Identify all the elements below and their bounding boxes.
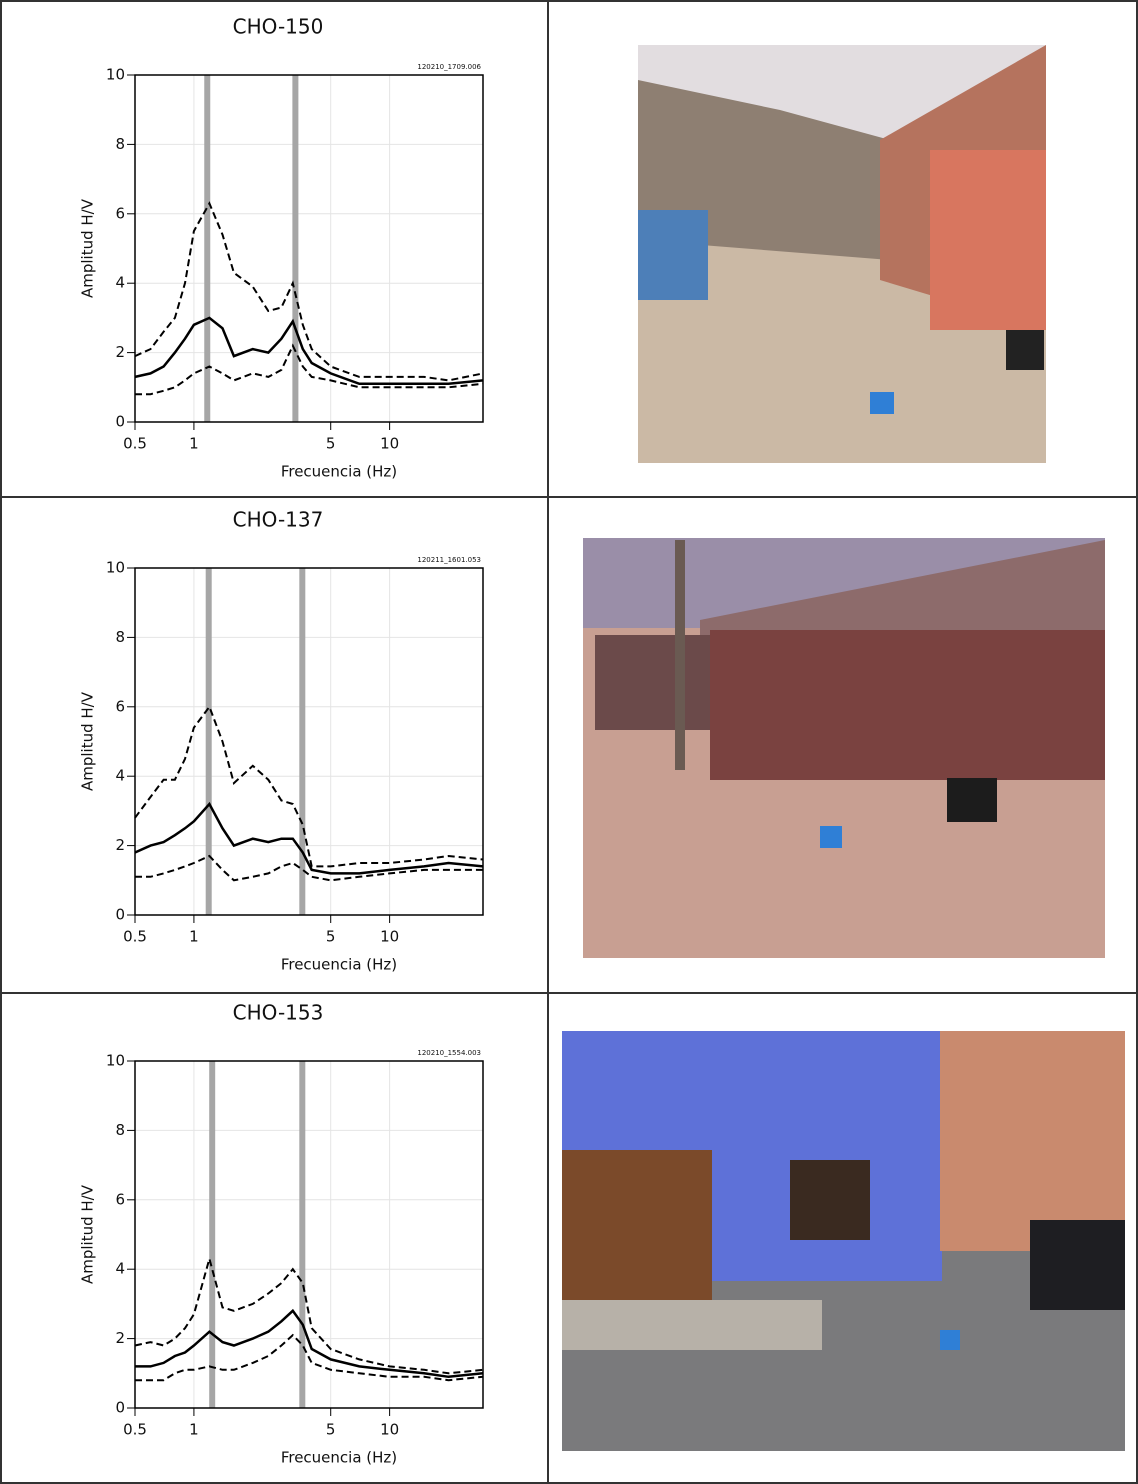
y-tick-label: 2 [115, 1329, 125, 1347]
y-tick-label: 0 [115, 906, 125, 924]
y-tick-label: 4 [115, 274, 125, 292]
y-axis-label: Amplitud H/V [79, 1184, 97, 1284]
y-tick-label: 8 [115, 1121, 125, 1139]
chart: CHO-137 120211_1601.053 Frecuencia (Hz) Amp… [79, 508, 484, 974]
annotation: 120211_1601.053 [417, 556, 481, 564]
series-line [134, 201, 484, 382]
series-line [135, 1333, 484, 1382]
y-tick-label: 10 [106, 559, 125, 577]
x-tick-label: 1 [189, 928, 199, 946]
photo-street [638, 45, 1046, 463]
x-axis-label: Frecuencia (Hz) [281, 1449, 397, 1467]
y-tick-label: 2 [115, 836, 125, 854]
photo-houses [562, 1031, 1125, 1451]
chart-title: CHO-137 [233, 508, 324, 532]
series-line [134, 801, 484, 875]
x-tick-label: 5 [326, 435, 336, 453]
x-tick-label: 0.5 [123, 435, 147, 453]
x-tick-label: 1 [189, 435, 199, 453]
x-tick-label: 10 [380, 435, 399, 453]
x-tick-label: 0.5 [123, 928, 147, 946]
y-tick-label: 2 [115, 343, 125, 361]
series-line [134, 1255, 484, 1375]
x-axis-label: Frecuencia (Hz) [281, 956, 397, 974]
y-axis-label: Amplitud H/V [79, 691, 97, 791]
chart-title: CHO-150 [233, 15, 324, 39]
plot-area [135, 75, 483, 422]
x-tick-label: 10 [380, 928, 399, 946]
x-tick-label: 5 [326, 1421, 336, 1439]
annotation: 120210_1554.003 [417, 1049, 481, 1057]
y-tick-label: 0 [115, 1399, 125, 1417]
x-axis-label: Frecuencia (Hz) [281, 463, 397, 481]
annotation: 120210_1709.006 [417, 63, 481, 71]
series-line [134, 316, 484, 386]
y-tick-label: 4 [115, 1260, 125, 1278]
chart: CHO-153 120210_1554.003 Frecuencia (Hz) Amp… [79, 1001, 484, 1467]
plot-area [135, 568, 483, 915]
chart: CHO-150 120210_1709.006 Frecuencia (Hz) Amp… [79, 15, 484, 481]
series-line [134, 704, 484, 868]
plot-frame [134, 1060, 484, 1409]
y-tick-label: 6 [115, 1190, 125, 1208]
x-tick-label: 10 [380, 1421, 399, 1439]
x-tick-label: 5 [326, 928, 336, 946]
series-line [135, 1308, 484, 1379]
y-tick-label: 4 [115, 767, 125, 785]
x-tick-label: 1 [189, 1421, 199, 1439]
plot-area [135, 1061, 483, 1408]
series-line [135, 854, 483, 882]
y-tick-label: 8 [115, 135, 125, 153]
chart-title: CHO-153 [233, 1001, 324, 1025]
series-line [135, 343, 484, 396]
y-tick-label: 0 [115, 413, 125, 431]
y-tick-label: 10 [106, 66, 125, 84]
x-tick-label: 0.5 [123, 1421, 147, 1439]
photo-wall [583, 538, 1105, 958]
plot-frame [134, 74, 484, 423]
plot-frame [134, 567, 484, 916]
y-tick-label: 10 [106, 1052, 125, 1070]
y-tick-label: 8 [115, 628, 125, 646]
y-axis-label: Amplitud H/V [79, 198, 97, 298]
y-tick-label: 6 [115, 697, 125, 715]
y-tick-label: 6 [115, 204, 125, 222]
